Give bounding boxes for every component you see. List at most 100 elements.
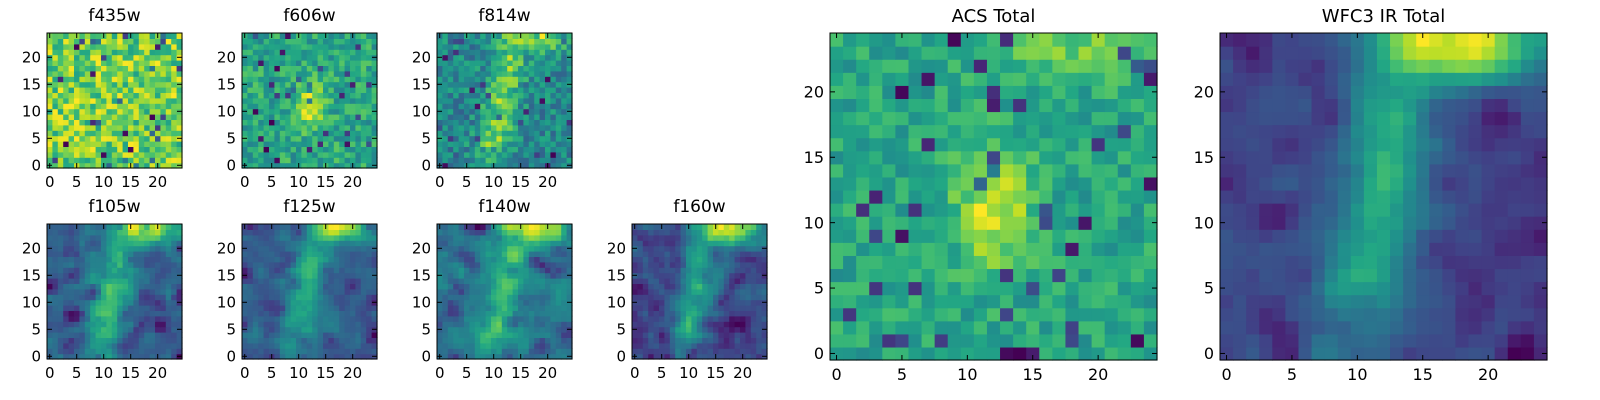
heatmap-cell [664,245,671,252]
heatmap-cell [279,108,286,115]
heatmap-cell [269,124,275,131]
heatmap-cell [458,256,465,263]
heatmap-cell [501,234,508,241]
heatmap-cell [74,294,80,301]
heatmap-cell [366,353,373,360]
heatmap-cell [355,240,362,247]
heatmap-cell [1000,216,1014,230]
heatmap-cell [1013,294,1027,309]
heatmap-cell [339,108,346,115]
heatmap-cell [111,283,118,290]
heatmap-cell [464,337,470,344]
heatmap-cell [47,261,53,268]
heatmap-cell [279,157,286,164]
heatmap-cell [734,234,741,241]
heatmap-cell [464,240,470,247]
heatmap-cell [882,255,896,270]
heatmap-cell [68,224,75,230]
heatmap-cell [79,229,86,236]
heatmap-cell [296,54,302,61]
heatmap-cell [518,321,524,328]
heatmap-cell [550,305,557,311]
heatmap-cell [491,234,497,241]
heatmap-cell [312,251,319,257]
heatmap-cell [306,43,313,50]
heatmap-cell [306,49,313,56]
heatmap-cell [895,189,910,204]
heatmap-cell [371,65,378,72]
heatmap-cell [366,251,373,257]
heatmap-cell [90,124,97,131]
heatmap-cell [453,92,460,99]
heatmap-cell [317,87,324,93]
heatmap-cell [856,307,870,322]
heatmap-cell [111,54,118,61]
heatmap-cell [122,251,129,257]
heatmap-cell [263,114,270,120]
heatmap-cell [165,288,172,295]
heatmap-cell [882,163,896,178]
heatmap-cell [474,256,481,263]
heatmap-cell [550,326,557,333]
heatmap-cell [242,251,248,257]
heatmap-cell [729,321,736,328]
heatmap-cell [90,342,97,349]
heatmap-cell [138,97,145,104]
heatmap-cell [550,87,557,93]
heatmap-cell [447,33,454,39]
heatmap-cell [908,294,923,309]
x-tick-label: 10 [94,173,113,191]
heatmap-cell [686,234,692,241]
heatmap-cell [111,305,118,311]
heatmap-cell [518,60,524,66]
heatmap-cell [756,240,763,247]
heatmap-cell [296,261,302,268]
heatmap-cell [453,315,460,322]
heatmap-cell [545,245,551,252]
heatmap-cell [247,283,254,290]
heatmap-cell [934,242,949,256]
heatmap-cell [285,103,292,110]
heatmap-cell [79,130,86,137]
heatmap-cell [539,157,546,164]
heatmap-cell [702,310,709,317]
heatmap-cell [285,54,292,61]
heatmap-cell [149,251,156,257]
heatmap-cell [339,245,346,252]
heatmap-cell [534,151,541,158]
heatmap-cell [1091,216,1106,230]
heatmap-cell [122,49,129,56]
heatmap-cell [447,70,454,77]
heatmap-cell [680,288,687,295]
heatmap-cell [290,108,297,115]
heatmap-cell [507,124,514,131]
heatmap-cell [128,76,134,83]
heatmap-cell [176,38,183,45]
heatmap-cell [464,54,470,61]
heatmap-cell [528,288,535,295]
heatmap-cell [1026,229,1040,243]
heatmap-cell [659,240,665,247]
heatmap-cell [437,114,443,120]
heatmap-cell [908,281,923,296]
heatmap-cell [496,326,503,333]
heatmap-cell [350,151,356,158]
heatmap-cell [512,294,519,301]
heatmap-cell [485,76,492,83]
heatmap-cell [258,103,265,110]
heatmap-cell [106,299,113,306]
heatmap-cell [263,151,270,158]
heatmap-cell [52,229,59,236]
heatmap-cell [555,54,562,61]
heatmap-cell [680,294,687,301]
heatmap-cell [57,305,64,311]
heatmap-cell [437,146,443,153]
heatmap-cell [247,353,254,360]
heatmap-cell [68,114,75,120]
heatmap-cell [306,124,313,131]
heatmap-cell [474,54,481,61]
heatmap-cell [328,81,335,88]
heatmap-cell [545,38,551,45]
heatmap-cell [1000,346,1014,361]
heatmap-cell [1078,189,1093,204]
